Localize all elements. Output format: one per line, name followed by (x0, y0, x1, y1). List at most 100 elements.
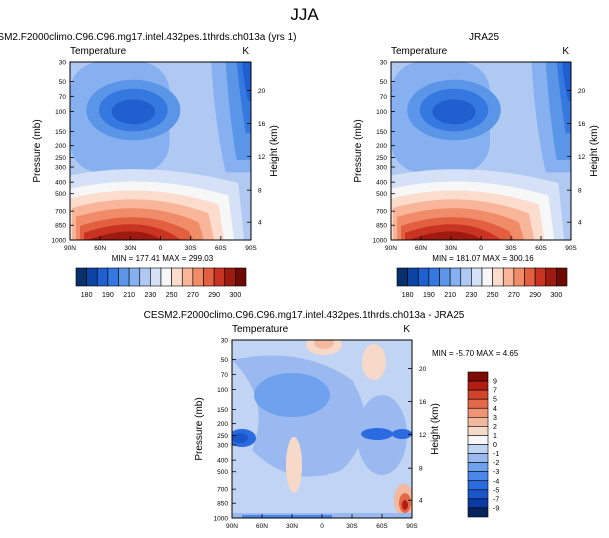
y-tick-label: 700 (55, 209, 66, 216)
field-fill (361, 428, 393, 440)
colorbar-swatch (467, 435, 489, 445)
colorbar-swatch (467, 507, 489, 518)
y-tick-label: 1000 (52, 238, 67, 245)
contour-field (391, 62, 571, 240)
field-fill (362, 344, 386, 380)
colorbar-label: 3 (493, 415, 497, 422)
colorbar-swatch (502, 267, 515, 287)
colorbar-swatch (203, 267, 215, 287)
x-tick-label: 30N (445, 245, 457, 252)
y-tick-label: 1000 (214, 516, 229, 523)
x-tick-label: 60N (415, 245, 427, 252)
x-tick-label: 0 (479, 245, 483, 252)
height-tick-label: 12 (578, 154, 586, 161)
y-tick-label: 850 (55, 223, 66, 230)
y-tick-label: 300 (217, 443, 228, 450)
x-tick-label: 90N (226, 523, 238, 530)
x-tick-label: 90N (64, 245, 76, 252)
field-fill (562, 62, 571, 102)
panel-units-label: K (242, 46, 249, 57)
y-tick-label: 50 (59, 79, 67, 86)
contour-field (70, 62, 251, 240)
y-tick-label: 100 (376, 109, 387, 116)
min-max-stats: MIN = 177.41 MAX = 299.03 (112, 254, 214, 263)
colorbar-label: 4 (493, 406, 497, 413)
colorbar-label: 210 (444, 292, 456, 299)
height-tick-label: 4 (258, 220, 262, 227)
height-tick-label: 16 (258, 121, 266, 128)
y-tick-label: 500 (55, 191, 66, 198)
colorbar-swatch (224, 267, 236, 287)
colorbar-label: 270 (508, 292, 520, 299)
colorbar-swatch (556, 267, 568, 287)
height-axis-label: Height (km) (269, 125, 280, 177)
colorbar-label: 9 (493, 379, 497, 386)
colorbar-swatch (467, 471, 489, 482)
x-tick-label: 30N (124, 245, 136, 252)
x-tick-label: 60S (376, 523, 388, 530)
panel-units-label: K (403, 324, 410, 335)
y-tick-label: 700 (217, 487, 228, 494)
height-tick-label: 20 (419, 366, 427, 373)
field-fill (88, 231, 162, 240)
y-tick-label: 250 (217, 433, 228, 440)
panel-variable-label: Temperature (70, 46, 127, 57)
panel-1: CESM2.F2000climo.C96.C96.mg17.intel.432p… (0, 32, 296, 299)
field-fill (241, 62, 251, 102)
x-tick-label: 30S (346, 523, 358, 530)
panel-title: CESM2.F2000climo.C96.C96.mg17.intel.432p… (0, 32, 296, 43)
y-tick-label: 500 (376, 191, 387, 198)
colorbar-swatch (467, 398, 489, 409)
colorbar-swatch (545, 267, 557, 287)
x-tick-label: 30N (286, 523, 298, 530)
y-tick-label: 50 (380, 79, 388, 86)
colorbar-swatch (192, 267, 204, 287)
y-tick-label: 70 (380, 94, 388, 101)
y-tick-label: 150 (217, 407, 228, 414)
height-tick-label: 8 (578, 188, 582, 195)
contour-field (232, 340, 412, 518)
colorbar-label: 2 (493, 424, 497, 431)
panel-variable-label: Temperature (391, 46, 448, 57)
x-tick-label: 90S (565, 245, 577, 252)
y-tick-label: 400 (217, 458, 228, 465)
colorbar-label: 290 (208, 292, 220, 299)
colorbar-label: 290 (529, 292, 541, 299)
colorbar-label: -4 (493, 478, 499, 485)
y-tick-label: 300 (55, 165, 66, 172)
colorbar-swatch (534, 267, 547, 287)
colorbar-label: 0 (493, 442, 497, 449)
x-tick-label: 30S (185, 245, 197, 252)
colorbar-swatch (467, 371, 489, 382)
y-tick-label: 850 (217, 501, 228, 508)
y-tick-label: 400 (376, 180, 387, 187)
y-tick-label: 30 (59, 60, 67, 67)
colorbar-label: -7 (493, 496, 499, 503)
y-tick-label: 200 (217, 421, 228, 428)
colorbar-swatch (171, 267, 183, 287)
y-tick-label: 70 (221, 372, 229, 379)
colorbar-swatch (467, 498, 489, 509)
colorbar-label: 300 (551, 292, 563, 299)
colorbar-swatch (150, 267, 162, 287)
colorbar-swatch (467, 426, 489, 436)
y-tick-label: 250 (55, 155, 66, 162)
y-axis-label: Pressure (mb) (194, 397, 205, 460)
x-tick-label: 90S (406, 523, 418, 530)
y-tick-label: 300 (376, 165, 387, 172)
x-tick-label: 60S (215, 245, 227, 252)
field-fill (432, 99, 476, 125)
colorbar-label: 250 (166, 292, 178, 299)
height-tick-label: 8 (419, 466, 423, 473)
colorbar-label: 7 (493, 388, 497, 395)
panel-variable-label: Temperature (232, 324, 289, 335)
colorbar-label: 250 (487, 292, 499, 299)
y-tick-label: 100 (217, 387, 228, 394)
colorbar-swatch (467, 462, 489, 472)
colorbar-label: -2 (493, 460, 499, 467)
colorbar-swatch (439, 267, 451, 287)
colorbar-label: 230 (145, 292, 157, 299)
colorbar-swatch (467, 489, 489, 500)
colorbar-swatch (213, 267, 226, 287)
panel-units-label: K (562, 46, 569, 57)
